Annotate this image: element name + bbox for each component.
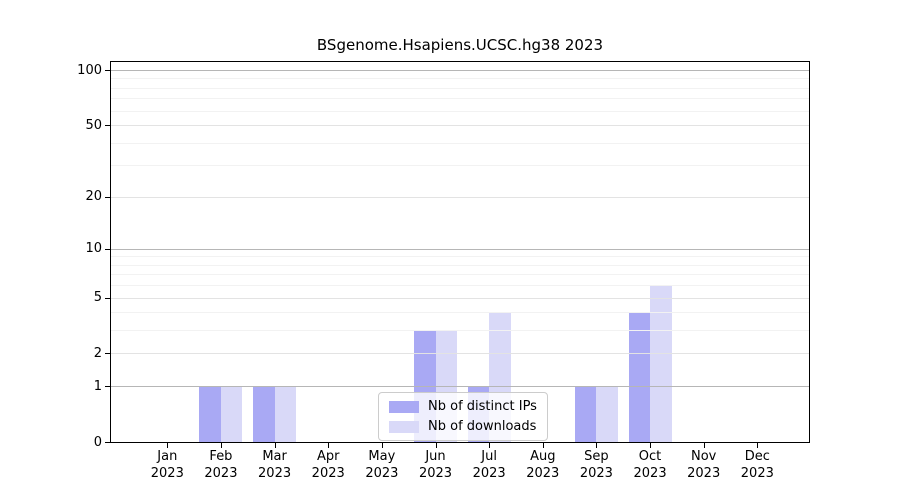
x-tick-label: Nov 2023 (659, 448, 749, 482)
x-tick-mark (274, 443, 276, 448)
y-tick-label: 100 (77, 62, 102, 78)
x-tick-label: Apr 2023 (283, 448, 373, 482)
x-tick-year: 2023 (204, 466, 238, 481)
x-tick-label: Feb 2023 (176, 448, 266, 482)
x-tick-month: May (368, 449, 396, 464)
x-tick-month: Oct (638, 449, 662, 464)
y-tick-label: 2 (93, 345, 102, 361)
x-tick-month: Sep (584, 449, 609, 464)
x-tick-month: Aug (530, 449, 556, 464)
x-tick-month: Jul (481, 449, 497, 464)
x-tick-mark (596, 443, 598, 448)
x-tick-mark (328, 443, 330, 448)
x-tick-month: Feb (209, 449, 233, 464)
x-tick-mark (703, 443, 705, 448)
x-tick-mark (220, 443, 222, 448)
x-tick-month: Dec (744, 449, 770, 464)
legend-swatch (389, 420, 419, 433)
legend-item: Nb of downloads (389, 419, 537, 434)
x-tick-year: 2023 (150, 466, 184, 481)
y-tick-label: 10 (85, 241, 102, 257)
x-tick-year: 2023 (258, 466, 292, 481)
x-tick-mark (381, 443, 383, 448)
x-tick-label: Mar 2023 (230, 448, 320, 482)
legend-label: Nb of distinct IPs (428, 399, 537, 414)
x-tick-label: Jun 2023 (391, 448, 481, 482)
x-tick-year: 2023 (472, 466, 506, 481)
x-tick-mark (650, 443, 652, 448)
x-tick-mark (435, 443, 437, 448)
x-tick-month: Mar (262, 449, 287, 464)
x-tick-label: Jul 2023 (444, 448, 534, 482)
y-tick-label: 50 (85, 117, 102, 133)
x-tick-month: Jan (157, 449, 178, 464)
x-tick-mark (757, 443, 759, 448)
x-tick-label: Dec 2023 (712, 448, 802, 482)
x-tick-month: Apr (316, 449, 340, 464)
y-tick-label: 20 (85, 189, 102, 205)
x-tick-year: 2023 (526, 466, 560, 481)
legend: Nb of distinct IPs Nb of downloads (378, 392, 548, 441)
x-tick-mark (167, 443, 169, 448)
plot-area (110, 61, 810, 443)
chart-title: BSgenome.Hsapiens.UCSC.hg38 2023 (316, 36, 604, 54)
x-tick-year: 2023 (740, 466, 774, 481)
x-tick-mark (489, 443, 491, 448)
x-tick-year: 2023 (311, 466, 345, 481)
legend-label: Nb of downloads (428, 419, 537, 434)
x-tick-month: Nov (691, 449, 717, 464)
x-tick-year: 2023 (687, 466, 721, 481)
x-tick-month: Jun (425, 449, 446, 464)
x-tick-year: 2023 (579, 466, 613, 481)
legend-swatch (389, 400, 419, 413)
x-tick-label: Oct 2023 (605, 448, 695, 482)
x-tick-year: 2023 (365, 466, 399, 481)
x-tick-mark (542, 443, 544, 448)
x-tick-year: 2023 (633, 466, 667, 481)
legend-item: Nb of distinct IPs (389, 399, 537, 414)
x-tick-label: Jan 2023 (122, 448, 212, 482)
x-tick-label: Sep 2023 (551, 448, 641, 482)
y-tick-label: 0 (93, 434, 102, 450)
x-tick-label: May 2023 (337, 448, 427, 482)
x-tick-label: Aug 2023 (498, 448, 588, 482)
y-tick-label: 5 (93, 290, 102, 306)
x-tick-year: 2023 (418, 466, 453, 481)
y-tick-label: 1 (93, 378, 102, 394)
